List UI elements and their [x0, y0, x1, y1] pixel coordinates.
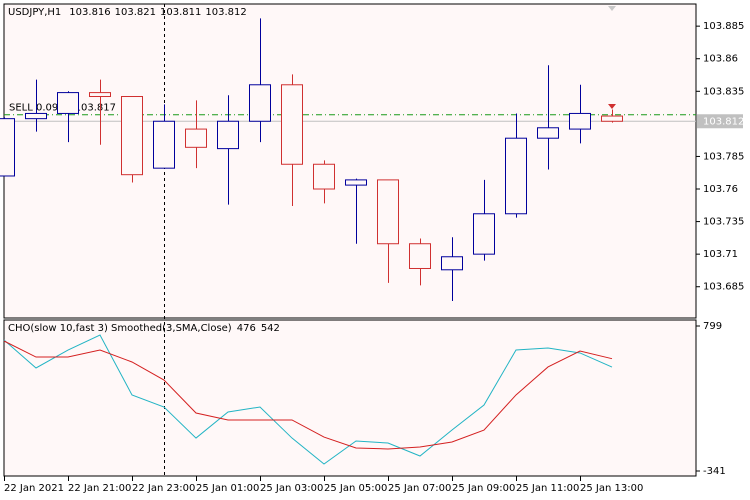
y-tick-label: 103.685	[703, 282, 744, 293]
x-tick-label: 25 Jan 03:00	[260, 483, 323, 494]
y-tick-label: 799	[703, 321, 722, 332]
indicator-line	[3, 334, 613, 465]
y-tick-label: 103.885	[703, 21, 744, 32]
x-tick-label: 25 Jan 09:00	[452, 483, 515, 494]
candle-body	[25, 112, 47, 120]
candle-body	[377, 179, 399, 245]
indicator-title: CHO(slow 10,fast 3) Smoothed(3,SMA,Close…	[8, 323, 232, 334]
x-tick-label: 25 Jan 13:00	[580, 483, 643, 494]
x-tick-label: 25 Jan 07:00	[388, 483, 451, 494]
indicator-panel	[3, 319, 697, 477]
x-tick-label: 25 Jan 05:00	[324, 483, 387, 494]
candle-body	[0, 118, 15, 177]
ohlc-value: 103.821	[115, 7, 156, 18]
ohlc-value: 103.812	[205, 7, 246, 18]
candle-body	[537, 127, 559, 139]
price-label-box	[697, 114, 743, 129]
candle-body	[313, 163, 335, 190]
chart-title: USDJPY,H1	[8, 7, 61, 18]
candle-body	[473, 213, 495, 255]
candle-body	[121, 96, 143, 176]
candle-body	[345, 179, 367, 186]
order-arrow	[608, 104, 616, 109]
candle-body	[569, 112, 591, 130]
candle-body	[441, 256, 463, 271]
candle-body	[601, 115, 623, 122]
main-layer: SELL 0.09 at 103.817	[0, 18, 700, 302]
ohlc-value: 103.816	[69, 7, 110, 18]
x-tick-label: 22 Jan 21:00	[68, 483, 131, 494]
candle-body	[217, 120, 239, 150]
ohlc-value: 103.811	[160, 7, 201, 18]
y-tick-label: 103.86	[703, 54, 738, 65]
x-tick-label: 25 Jan 01:00	[196, 483, 259, 494]
y-tick-label: 103.71	[703, 249, 738, 260]
indicator-line	[3, 340, 613, 450]
candle-body	[185, 128, 207, 148]
candle-body	[153, 120, 175, 169]
price-label: 103.812	[703, 116, 744, 127]
y-tick-label: -341	[703, 466, 726, 477]
candle-body	[281, 84, 303, 165]
y-tick-label: 103.735	[703, 217, 744, 228]
x-tick-label: 25 Jan 11:00	[516, 483, 579, 494]
indicator-value: 476	[237, 323, 256, 334]
x-tick-label: 22 Jan 2021	[4, 483, 64, 494]
main-panel	[3, 3, 697, 319]
y-tick-label: 103.835	[703, 86, 744, 97]
y-tick-label: 103.76	[703, 184, 738, 195]
scroll-marker	[608, 6, 616, 11]
x-tick-label: 22 Jan 23:00	[132, 483, 195, 494]
candle-body	[505, 137, 527, 215]
candle-body	[249, 84, 271, 122]
candle-body	[89, 92, 111, 98]
indicator-layer	[3, 325, 700, 472]
y-tick-label: 103.785	[703, 151, 744, 162]
candle-body	[409, 243, 431, 269]
candle-body	[57, 92, 79, 114]
indicator-value: 542	[261, 323, 280, 334]
